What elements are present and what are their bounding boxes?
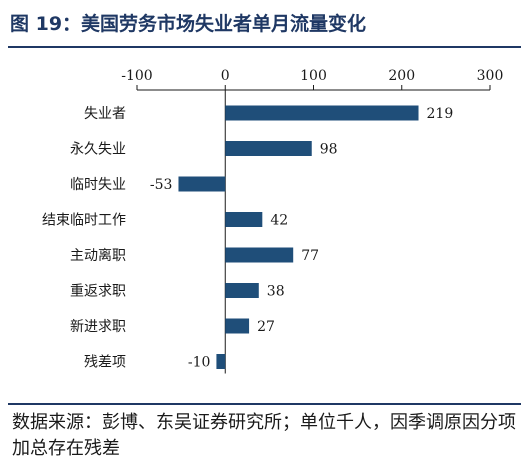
data-label: 27 [257, 319, 275, 335]
category-label: 重返求职 [70, 284, 126, 300]
category-label: 临时失业 [70, 177, 126, 193]
category-label: 残差项 [84, 355, 126, 371]
bar [225, 283, 259, 298]
bar [225, 105, 419, 121]
bar [178, 176, 226, 192]
category-label: 主动离职 [70, 247, 126, 264]
bar-chart: -100 0 100 200 300 失业者永久失业临时失业结束临时工作主动离职重返求职… [42, 68, 504, 374]
x-tick-label: 200 [388, 68, 415, 84]
data-label: 42 [270, 213, 288, 229]
bar [225, 212, 263, 227]
source-rule [8, 403, 521, 405]
bar [225, 318, 250, 334]
title-rule [8, 46, 521, 48]
category-label: 永久失业 [70, 142, 126, 158]
bar [225, 247, 294, 263]
data-label: 77 [301, 248, 319, 264]
category-label: 新进求职 [70, 319, 126, 335]
x-tick-label: 100 [300, 68, 327, 84]
x-tick-label: 300 [477, 68, 504, 84]
data-label: -53 [150, 177, 173, 193]
bars [178, 105, 419, 369]
category-label: 结束临时工作 [42, 213, 126, 229]
figure-title: 图 19：美国劳务市场失业者单月流量变化 [10, 13, 367, 35]
x-tick-label: -100 [121, 68, 152, 84]
data-label: 219 [427, 106, 454, 122]
source-note: 数据来源：彭博、东吴证券研究所；单位千人，因季调原因分项加总存在残差 [12, 412, 516, 459]
data-label: 38 [267, 284, 285, 300]
x-tick-label: 0 [221, 68, 230, 84]
data-labels: 219 98 -53 42 77 38 27 -10 [150, 106, 453, 371]
bar [225, 141, 312, 156]
category-label: 失业者 [84, 106, 126, 122]
bar [216, 354, 226, 369]
data-label: -10 [188, 355, 211, 371]
data-label: 98 [320, 142, 338, 158]
